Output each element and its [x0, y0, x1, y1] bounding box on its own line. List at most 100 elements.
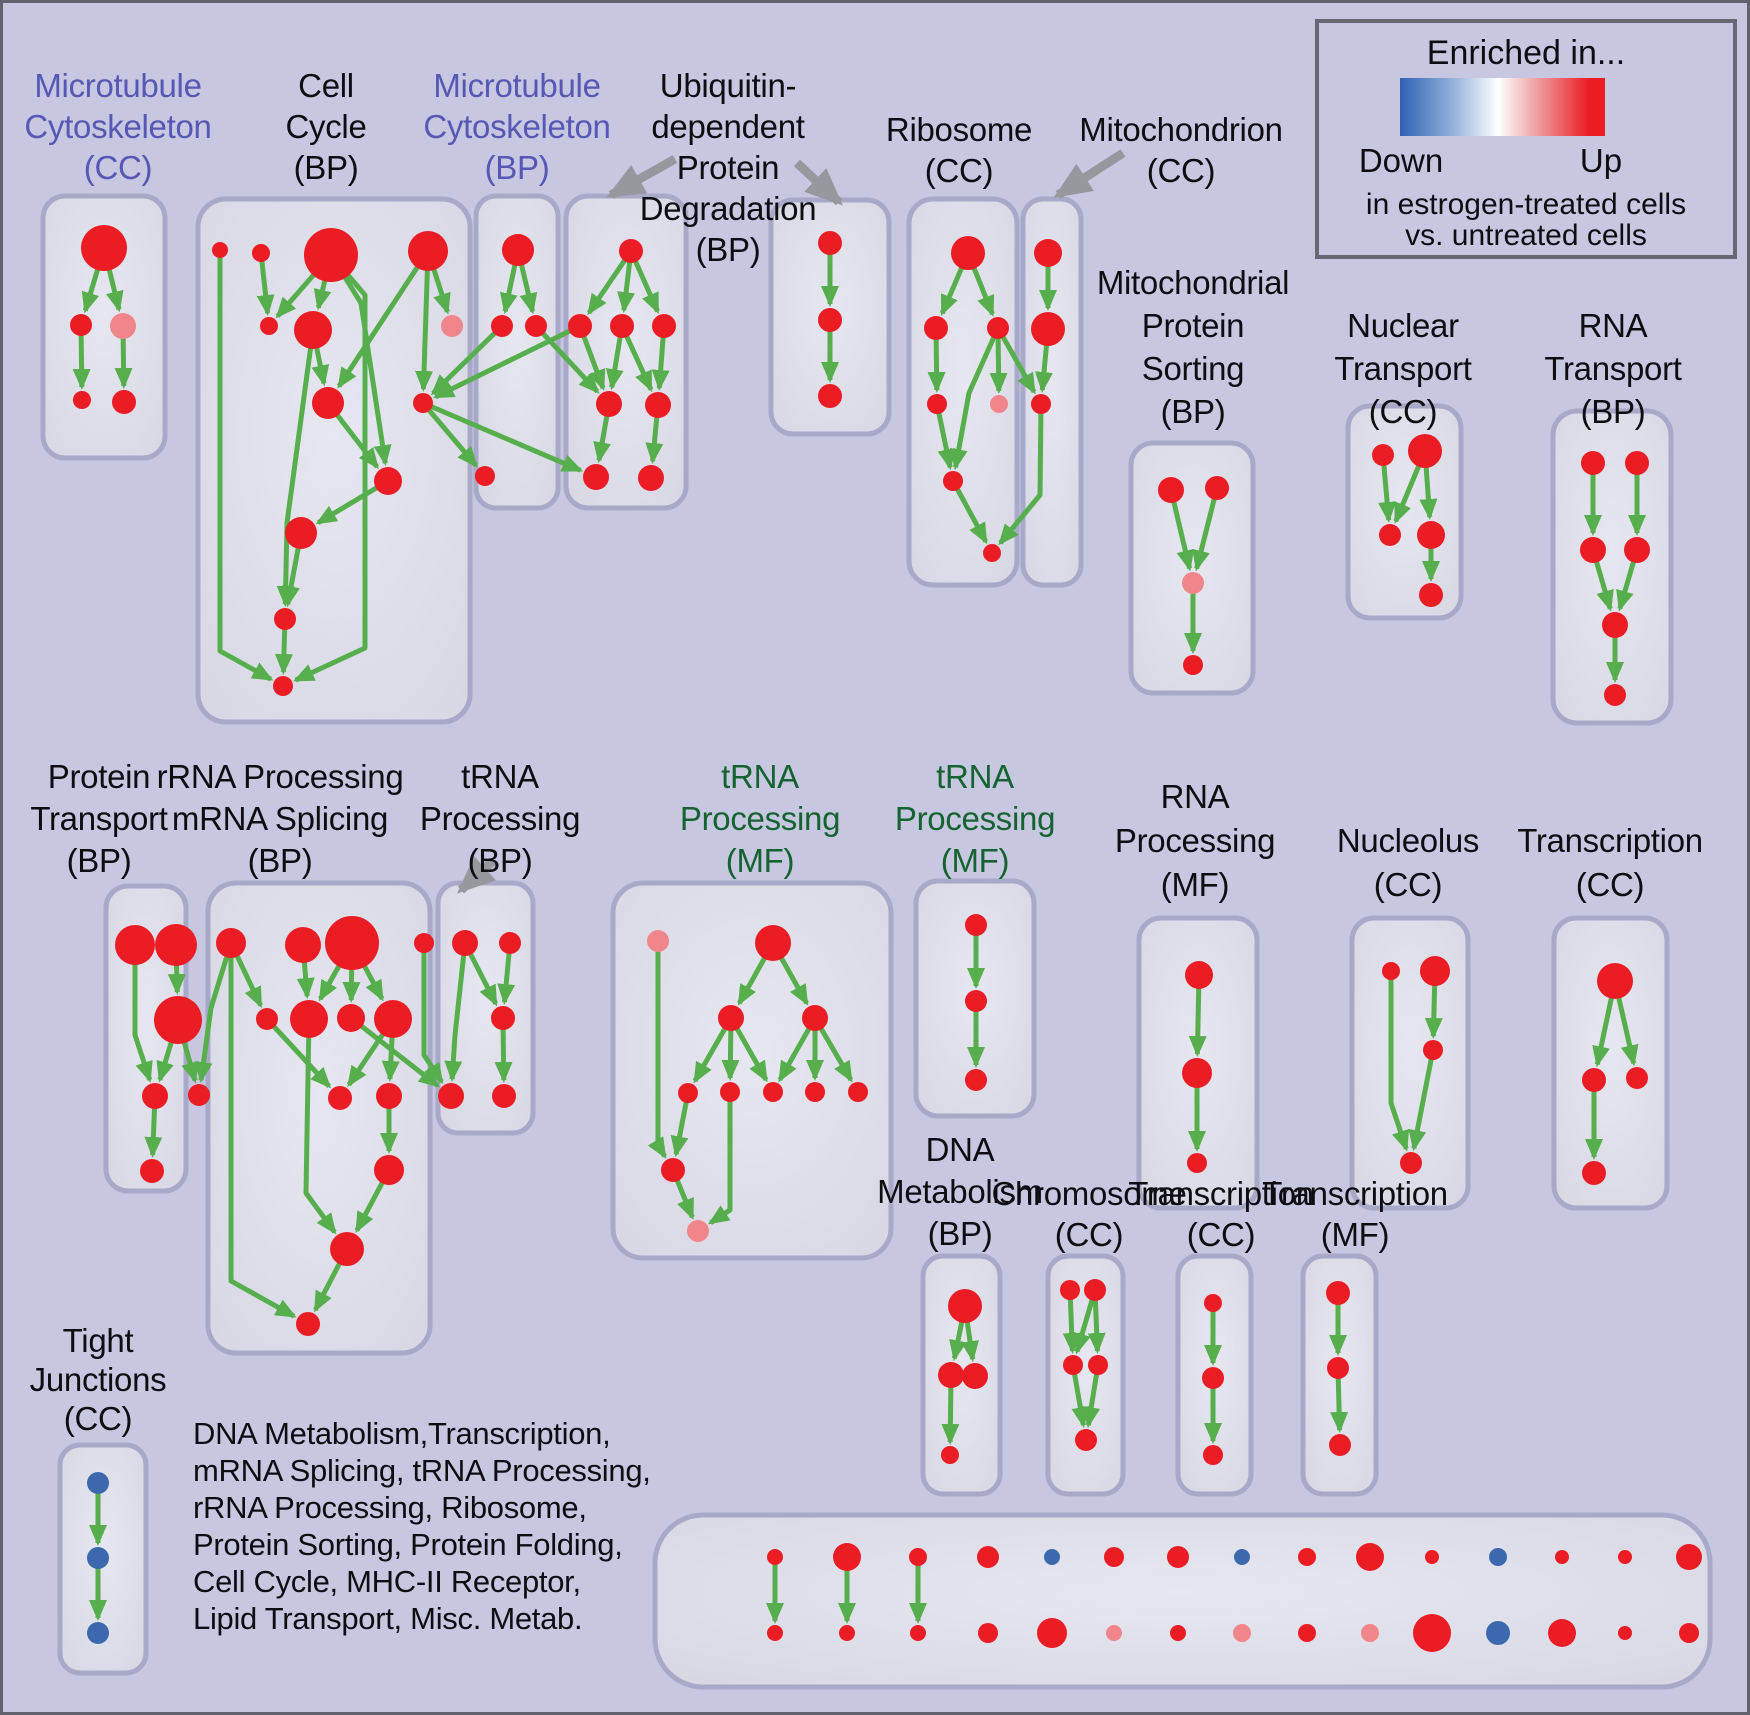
- node-s3-red: [965, 1069, 987, 1091]
- node-r1-red: [661, 1158, 685, 1182]
- node-d8-red: [638, 465, 664, 491]
- label-line: Processing: [894, 800, 1056, 837]
- label-line: tRNA: [721, 758, 799, 795]
- node-a3-pink: [110, 313, 136, 339]
- cluster-box-rna-transport: [1550, 408, 1674, 726]
- label-line: DNA Metabolism,Transcription,: [193, 1416, 611, 1451]
- node-mb12-blue: [1486, 1621, 1510, 1645]
- node-b4-red: [408, 231, 448, 271]
- node-mt10-red: [1356, 1543, 1384, 1571]
- node-mt2-red: [833, 1543, 861, 1571]
- node-j5-red: [1602, 612, 1628, 638]
- label-line: Transcription: [1517, 822, 1703, 859]
- label-rna-transport-label: RNA Transport (BP): [1544, 304, 1682, 433]
- node-f1-red: [951, 236, 985, 270]
- node-c4-red: [475, 466, 495, 486]
- label-line: (CC): [1146, 152, 1216, 189]
- node-c3-red: [525, 315, 547, 337]
- node-p1-red: [755, 925, 791, 961]
- edge-q1-r1: [670, 1092, 691, 1158]
- legend-subtitle-line2: vs. untreated cells: [1405, 219, 1647, 252]
- node-i3-red: [1379, 524, 1401, 546]
- label-rna-processing-mf-label: RNA Processing (MF): [1115, 775, 1276, 907]
- label-line: (CC): [924, 152, 994, 189]
- label-line: Cycle: [285, 108, 367, 145]
- node-y3-red: [1063, 1355, 1083, 1375]
- node-f5-pink: [990, 395, 1008, 413]
- node-mb11-red: [1413, 1614, 1451, 1652]
- node-t4-red: [414, 933, 434, 953]
- node-mt5-blue: [1044, 1549, 1060, 1565]
- cluster-box-nucleolus: [1349, 915, 1471, 1211]
- edge-f4-f6: [934, 403, 956, 471]
- node-b1-red: [212, 242, 228, 258]
- node-b3-red: [304, 228, 358, 282]
- node-k6-red: [140, 1159, 164, 1183]
- node-d7-red: [583, 464, 609, 490]
- node-e2-red: [818, 308, 842, 332]
- node-v3-red: [1423, 1040, 1443, 1060]
- edge-f3-g3: [995, 326, 1037, 395]
- node-n1-red: [328, 1086, 352, 1110]
- label-transcription-cc-row3-label: Transcription (CC): [1128, 1173, 1314, 1255]
- label-line: DNA: [925, 1131, 995, 1168]
- node-mt7-red: [1167, 1546, 1189, 1568]
- node-b7-pink: [441, 315, 463, 337]
- label-line: (CC): [63, 1400, 133, 1437]
- node-q5-red: [848, 1082, 868, 1102]
- label-line: Ribosome: [885, 111, 1033, 148]
- edge-m1-n1: [265, 1017, 332, 1089]
- label-line: Tight: [62, 1322, 134, 1359]
- edge-t1-k5: [194, 942, 234, 1084]
- label-line: (CC): [1373, 866, 1443, 903]
- label-line: Processing: [679, 800, 841, 837]
- edge-b2-b5: [256, 252, 275, 317]
- label-misc-cluster-list: DNA Metabolism,Transcription, mRNA Splici…: [193, 1415, 651, 1637]
- node-u3-red: [1187, 1153, 1207, 1173]
- label-line: (BP): [293, 149, 359, 186]
- node-mt6-red: [1104, 1547, 1124, 1567]
- label-mitochondrion-label: Mitochondrion (CC): [1079, 109, 1283, 191]
- edge-b9-c4: [421, 401, 478, 468]
- node-y1-red: [1060, 1280, 1080, 1300]
- label-line: Protein Sorting, Protein Folding,: [193, 1527, 623, 1562]
- edge-k1-k4: [132, 945, 153, 1083]
- label-line: (CC): [1368, 393, 1438, 430]
- edge-m3-l4: [349, 1016, 440, 1088]
- node-mt8-blue: [1234, 1549, 1250, 1565]
- label-nucleolus-label: Nucleolus (CC): [1337, 819, 1480, 907]
- edge-v3-v4: [1408, 1049, 1436, 1152]
- node-k2-red: [155, 924, 197, 966]
- node-p0-pink: [647, 930, 669, 952]
- node-o1-red: [374, 1155, 404, 1185]
- label-line: (BP): [927, 1215, 993, 1252]
- label-line: (CC): [1054, 1216, 1124, 1253]
- label-line: Transport: [30, 800, 168, 837]
- node-z2-red: [1202, 1367, 1224, 1389]
- label-line: tRNA: [461, 758, 539, 795]
- node-m4-red: [374, 1000, 412, 1038]
- label-transcription-cc-row2-label: Transcription (CC): [1517, 819, 1703, 907]
- node-x1-red: [948, 1289, 982, 1323]
- label-line: RNA: [1160, 778, 1230, 815]
- node-d2-red: [610, 314, 634, 338]
- node-a5-red: [112, 390, 136, 414]
- trna-bp-arrow: [456, 856, 497, 894]
- edge-b1-b13: [217, 250, 274, 682]
- label-nuclear-transport-label: Nuclear Transport (CC): [1334, 304, 1472, 433]
- edge-h2-h3: [1192, 487, 1220, 572]
- node-u2-red: [1182, 1058, 1212, 1088]
- label-line: Cytoskeleton: [24, 108, 212, 145]
- label-line: (BP): [66, 842, 132, 879]
- label-line: (MF): [1160, 866, 1230, 903]
- edge-y1-y3: [1062, 1289, 1081, 1355]
- node-h4-red: [1183, 655, 1203, 675]
- node-g3-red: [1031, 394, 1051, 414]
- node-g2-red: [1031, 312, 1065, 346]
- ubiquitin-arrow-right: [793, 159, 843, 206]
- legend-down-label: Down: [1358, 142, 1444, 179]
- label-line: tRNA: [936, 758, 1014, 795]
- label-line: (BP): [1160, 393, 1226, 430]
- label-line: (BP): [1580, 393, 1646, 430]
- node-w4-red: [1582, 1161, 1606, 1185]
